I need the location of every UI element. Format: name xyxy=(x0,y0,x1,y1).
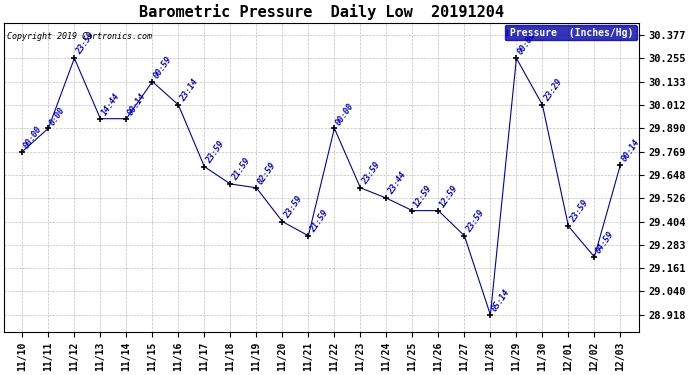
Text: 23:59: 23:59 xyxy=(75,31,96,57)
Text: 23:14: 23:14 xyxy=(178,78,200,103)
Legend: Pressure  (Inches/Hg): Pressure (Inches/Hg) xyxy=(504,25,637,40)
Text: 23:29: 23:29 xyxy=(542,78,564,103)
Text: 00:00: 00:00 xyxy=(516,31,538,57)
Title: Barometric Pressure  Daily Low  20191204: Barometric Pressure Daily Low 20191204 xyxy=(139,4,504,20)
Text: 23:44: 23:44 xyxy=(386,171,408,196)
Text: 12:59: 12:59 xyxy=(412,183,434,209)
Text: Copyright 2019 Cartronics.com: Copyright 2019 Cartronics.com xyxy=(8,32,152,41)
Text: 23:59: 23:59 xyxy=(569,199,590,225)
Text: 04:59: 04:59 xyxy=(594,230,616,255)
Text: 23:59: 23:59 xyxy=(464,209,486,234)
Text: 00:59: 00:59 xyxy=(152,54,174,80)
Text: 00:14: 00:14 xyxy=(620,138,642,163)
Text: 14:44: 14:44 xyxy=(100,92,122,117)
Text: 0:00: 0:00 xyxy=(48,105,67,127)
Text: 23:59: 23:59 xyxy=(204,140,226,165)
Text: 00:00: 00:00 xyxy=(334,101,356,127)
Text: 21:59: 21:59 xyxy=(308,209,330,234)
Text: 02:59: 02:59 xyxy=(256,160,278,186)
Text: 23:59: 23:59 xyxy=(282,194,304,220)
Text: 05:14: 05:14 xyxy=(490,288,512,313)
Text: 12:59: 12:59 xyxy=(438,183,460,209)
Text: 00:00: 00:00 xyxy=(22,124,44,150)
Text: 23:59: 23:59 xyxy=(360,160,382,186)
Text: 00:14: 00:14 xyxy=(126,92,148,117)
Text: 21:59: 21:59 xyxy=(230,157,252,182)
